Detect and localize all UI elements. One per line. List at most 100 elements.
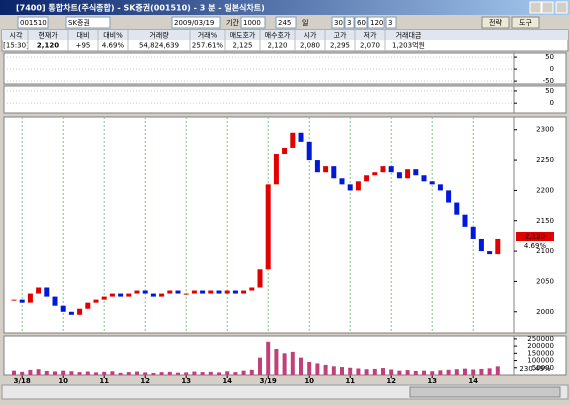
candle: [68, 311, 74, 315]
candle: [347, 184, 353, 191]
volume-bar: [454, 369, 459, 375]
quote-value: 257.61%: [192, 42, 223, 50]
candle: [200, 290, 206, 294]
candle: [388, 166, 394, 173]
toolbar-field[interactable]: [331, 16, 345, 29]
volume-bar: [381, 368, 385, 375]
volume-bar: [307, 362, 312, 375]
scroll-buttons[interactable]: [409, 386, 561, 398]
toolbar-text[interactable]: 120: [370, 19, 383, 27]
volume-bar: [176, 372, 180, 375]
x-tick-label: 13: [427, 377, 437, 385]
y-tick-label: 2200: [536, 186, 554, 194]
volume-bar: [356, 368, 361, 375]
candle: [487, 251, 493, 255]
toolbar-field[interactable]: [367, 16, 385, 29]
toolbar-text[interactable]: 1000: [243, 19, 261, 27]
toolbar-field[interactable]: [240, 16, 266, 29]
candle: [331, 166, 337, 179]
volume-bar: [290, 351, 295, 375]
volume-bar: [36, 369, 41, 375]
volume-bar: [159, 372, 164, 375]
candle: [339, 178, 345, 185]
volume-bar: [217, 372, 221, 375]
toolbar-field[interactable]: [275, 16, 297, 29]
volume-bar: [446, 369, 451, 375]
quote-header: 매도호가: [230, 31, 256, 40]
quote-value: +95: [76, 42, 91, 50]
toolbar-field[interactable]: [385, 16, 397, 29]
quote-value: 2,120: [267, 42, 287, 50]
quote-header: 고가: [334, 31, 347, 40]
candle: [44, 287, 50, 297]
toolbar-text[interactable]: 3: [388, 19, 392, 27]
toolbar-text[interactable]: 30: [334, 19, 343, 27]
quote-value: 2,125: [232, 42, 252, 50]
candle: [478, 238, 484, 252]
candle: [134, 290, 140, 294]
volume-bar: [200, 372, 205, 375]
quote-value: 54,824,639: [139, 42, 179, 50]
candle: [232, 290, 238, 294]
candle: [495, 238, 501, 255]
volume-bar: [118, 372, 123, 375]
candle: [191, 290, 197, 294]
panel: [3, 85, 515, 114]
toolbar-text[interactable]: 3: [347, 19, 351, 27]
toolbar-field[interactable]: [65, 16, 111, 29]
y-tick-label: 2300: [536, 126, 554, 134]
candle: [77, 308, 83, 315]
toolbar-text[interactable]: SK증권: [68, 19, 90, 27]
y-tick-label: 50: [545, 87, 554, 95]
volume-bar: [274, 349, 279, 375]
volume-bar: [413, 370, 418, 375]
window-controls[interactable]: [529, 1, 568, 14]
volume-bar: [463, 368, 467, 375]
x-tick-label: 14: [222, 377, 232, 385]
candle: [429, 181, 435, 185]
y-tick-label: 150000: [527, 349, 554, 357]
toolbar-field[interactable]: [171, 16, 221, 29]
button-label[interactable]: 전략: [489, 18, 502, 27]
toolbar-text[interactable]: 245: [278, 19, 291, 27]
candle: [167, 290, 173, 294]
y-tick-label: 200000: [527, 342, 554, 350]
volume-bar: [69, 371, 74, 375]
volume-bar: [53, 371, 57, 375]
volume-bar: [102, 371, 107, 375]
volume-bar: [323, 364, 328, 375]
toolbar-text[interactable]: 001510: [20, 19, 47, 27]
candle: [446, 190, 452, 203]
volume-bar: [110, 371, 115, 375]
quote-value: 2,080: [300, 42, 320, 50]
candle: [298, 132, 304, 142]
volume-bar: [299, 357, 303, 375]
toolbar-field[interactable]: [344, 16, 355, 29]
last-price-box: [516, 232, 554, 241]
volume-bar: [77, 372, 82, 375]
panel: [3, 116, 515, 334]
candle: [85, 302, 91, 309]
toolbar-field[interactable]: [354, 16, 368, 29]
quote-header: 거래량: [149, 31, 169, 40]
volume-bar: [85, 371, 90, 375]
y-tick-label: 250000: [527, 335, 554, 343]
y-tick-label: 0: [550, 99, 554, 107]
toolbar-field[interactable]: [17, 16, 49, 29]
y-tick-label: -50: [543, 77, 554, 85]
toolbar-button[interactable]: [481, 16, 510, 29]
volume-bar: [340, 367, 344, 375]
button-label[interactable]: 도구: [519, 19, 532, 27]
toolbar-button[interactable]: [511, 16, 540, 29]
candle: [60, 305, 66, 312]
volume-bar: [282, 353, 287, 375]
candle: [364, 175, 370, 182]
candle: [101, 296, 107, 300]
x-tick-label: 13: [181, 377, 191, 385]
window-title: [7400] 통합차트(주식종합) - SK증권(001510) - 3 분 -…: [16, 3, 265, 13]
toolbar-text[interactable]: 2009/03/19: [174, 19, 214, 27]
candle: [306, 141, 312, 161]
toolbar-text[interactable]: 60: [357, 19, 366, 27]
